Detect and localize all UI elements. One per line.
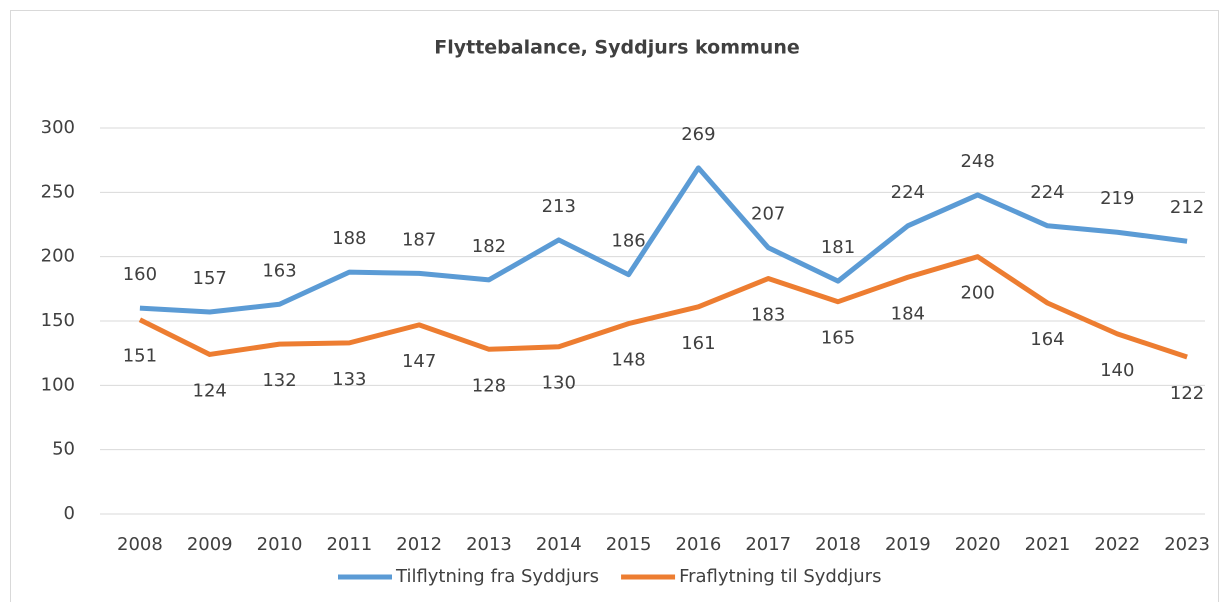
data-label: 219 [1100,188,1134,209]
data-label: 163 [262,260,296,281]
x-tick-label: 2011 [326,534,372,555]
x-tick-label: 2020 [955,534,1001,555]
x-tick-label: 2016 [676,534,722,555]
x-tick-label: 2017 [745,534,791,555]
y-tick-label: 200 [41,246,75,267]
x-tick-label: 2012 [396,534,442,555]
x-tick-label: 2009 [187,534,233,555]
data-label: 161 [681,333,715,354]
data-label: 124 [193,380,227,401]
data-label: 224 [1030,182,1064,203]
x-tick-label: 2015 [606,534,652,555]
data-label: 188 [332,228,366,249]
data-label: 224 [891,182,925,203]
data-label: 151 [123,346,157,367]
x-tick-label: 2022 [1094,534,1140,555]
x-tick-label: 2023 [1164,534,1210,555]
x-tick-label: 2021 [1025,534,1071,555]
data-label: 183 [751,305,785,326]
chart-frame [10,10,1219,606]
data-label: 186 [611,231,645,252]
y-tick-label: 150 [41,310,75,331]
data-label: 148 [611,350,645,371]
data-label: 164 [1030,329,1064,350]
data-label: 184 [891,303,925,324]
data-label: 269 [681,124,715,145]
data-label: 128 [472,375,506,396]
x-tick-label: 2014 [536,534,582,555]
data-label: 213 [542,196,576,217]
data-label: 157 [193,268,227,289]
data-label: 133 [332,369,366,390]
data-label: 248 [960,151,994,172]
y-tick-label: 250 [41,181,75,202]
x-tick-label: 2018 [815,534,861,555]
y-tick-label: 100 [41,374,75,395]
data-label: 200 [960,283,994,304]
x-tick-label: 2010 [257,534,303,555]
data-label: 132 [262,370,296,391]
x-tick-label: 2019 [885,534,931,555]
data-label: 140 [1100,360,1134,381]
data-label: 165 [821,328,855,349]
data-label: 160 [123,264,157,285]
data-label: 181 [821,237,855,258]
y-tick-label: 50 [52,439,75,460]
data-label: 122 [1170,383,1204,404]
line-series [138,254,1188,360]
data-label: 147 [402,351,436,372]
y-tick-label: 0 [64,503,75,524]
chart-title: Flyttebalance, Syddjurs kommune [434,37,800,59]
legend-label: Tilflytning fra Syddjurs [395,566,599,587]
data-label: 187 [402,229,436,250]
y-tick-label: 300 [41,117,75,138]
legend-label: Fraflytning til Syddjurs [679,566,881,587]
data-label: 207 [751,204,785,225]
line-series [139,165,1188,315]
data-label: 182 [472,236,506,257]
x-tick-label: 2013 [466,534,512,555]
data-label: 212 [1170,197,1204,218]
x-tick-label: 2008 [117,534,163,555]
data-label: 130 [542,373,576,394]
